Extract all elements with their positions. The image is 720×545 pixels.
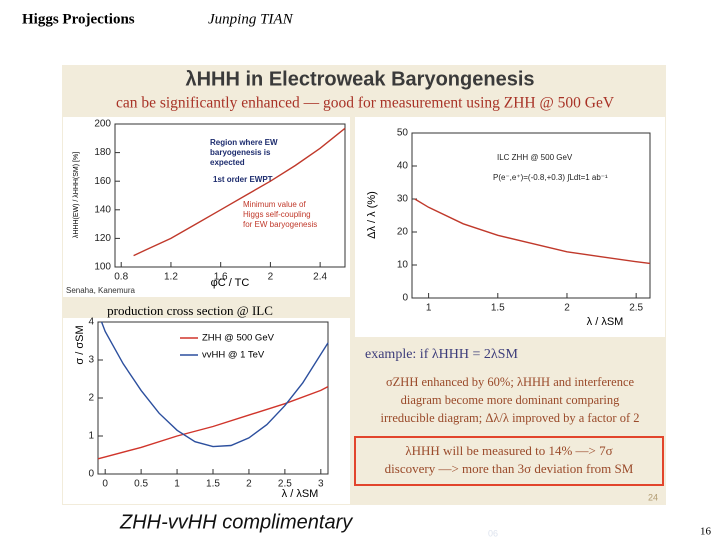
credit: Senaha, Kanemura	[66, 286, 135, 295]
plot-title: production cross section @ ILC	[107, 303, 273, 318]
footer: ZHH-vvHH complimentary	[119, 511, 353, 533]
example-line: diagram become more dominant comparing	[401, 393, 620, 407]
annotation: Region where EW	[210, 138, 278, 147]
y-tick-label: 140	[94, 204, 111, 215]
annotation: Minimum value of	[243, 200, 306, 209]
x-tick-label: 1	[426, 303, 432, 314]
y-tick-label: 200	[94, 119, 111, 130]
x-tick-label: 2	[246, 479, 252, 490]
annotation: Higgs self-coupling	[243, 210, 311, 219]
y-axis-label: σ / σSM	[74, 325, 86, 364]
x-tick-label: 2	[268, 272, 274, 283]
slide-subtitle: can be significantly enhanced — good for…	[116, 95, 615, 112]
annotation: 1st order EWPT	[213, 175, 273, 184]
data-line	[97, 385, 329, 460]
slide-title: λHHH in Electroweak Baryongenesis	[185, 68, 534, 90]
x-tick-label: 1.5	[491, 303, 505, 314]
annotation: for EW baryogenesis	[243, 220, 317, 229]
y-tick-label: 2	[88, 393, 94, 404]
x-axis-label: φC / TC	[211, 277, 250, 289]
y-tick-label: 100	[94, 262, 111, 273]
x-tick-label: 3	[318, 479, 324, 490]
panel	[63, 318, 350, 504]
example-heading: example: if λHHH = 2λSM	[365, 347, 518, 362]
y-axis-label: Δλ / λ (%)	[366, 191, 378, 239]
highlight-box	[354, 436, 664, 486]
y-tick-label: 4	[88, 317, 94, 328]
plot-frame	[114, 123, 346, 268]
annotation: expected	[210, 158, 245, 167]
plot-frame	[411, 132, 651, 299]
highlight-line: λHHH will be measured to 14% —> 7σ	[405, 443, 612, 458]
x-tick-label: 0	[102, 479, 108, 490]
y-tick-label: 50	[397, 128, 409, 139]
y-axis-label: λHHH(EW) / λHHH(SM) [%]	[73, 152, 80, 238]
x-tick-label: 1	[174, 479, 180, 490]
highlight-line: discovery —> more than 3σ deviation from…	[385, 461, 634, 476]
x-tick-label: 2.5	[629, 303, 643, 314]
y-tick-label: 40	[397, 161, 409, 172]
annotation: baryogenesis is	[210, 148, 271, 157]
y-tick-label: 1	[88, 431, 94, 442]
y-tick-label: 20	[397, 227, 409, 238]
annotation: ILC ZHH @ 500 GeV	[497, 153, 573, 162]
data-line	[100, 321, 329, 448]
y-tick-label: 10	[397, 260, 409, 271]
panel	[355, 117, 665, 337]
example-line: σZHH enhanced by 60%; λHHH and interfere…	[386, 375, 635, 389]
data-line	[133, 127, 346, 257]
y-tick-label: 120	[94, 233, 111, 244]
header-author: Junping TIAN	[208, 11, 294, 27]
y-tick-label: 0	[402, 293, 408, 304]
y-tick-label: 160	[94, 176, 111, 187]
x-tick-label: 2.5	[278, 479, 292, 490]
x-axis-label: λ / λSM	[587, 316, 624, 328]
slide-number: 16	[700, 526, 712, 538]
x-tick-label: 1.5	[206, 479, 220, 490]
legend-label: vvHH @ 1 TeV	[202, 350, 265, 361]
faint-number: 06	[488, 528, 498, 538]
page-number: 24	[648, 492, 658, 502]
legend-label: ZHH @ 500 GeV	[202, 333, 275, 344]
x-tick-label: 2	[564, 303, 570, 314]
x-tick-label: 0.8	[114, 272, 128, 283]
y-tick-label: 3	[88, 355, 94, 366]
header-title: Higgs Projections	[22, 11, 135, 27]
x-tick-label: 1.2	[164, 272, 178, 283]
x-tick-label: 1.6	[214, 272, 228, 283]
annotation: P(e⁻,e⁺)=(-0.8,+0.3) ∫Ldt=1 ab⁻¹	[493, 173, 608, 182]
data-line	[414, 198, 651, 265]
x-axis-label: λ / λSM	[282, 488, 319, 500]
y-tick-label: 0	[88, 469, 94, 480]
example-line: irreducible diagram; Δλ/λ improved by a …	[381, 411, 640, 425]
x-tick-label: 2.4	[313, 272, 327, 283]
x-tick-label: 0.5	[134, 479, 148, 490]
y-tick-label: 180	[94, 147, 111, 158]
y-tick-label: 30	[397, 194, 409, 205]
